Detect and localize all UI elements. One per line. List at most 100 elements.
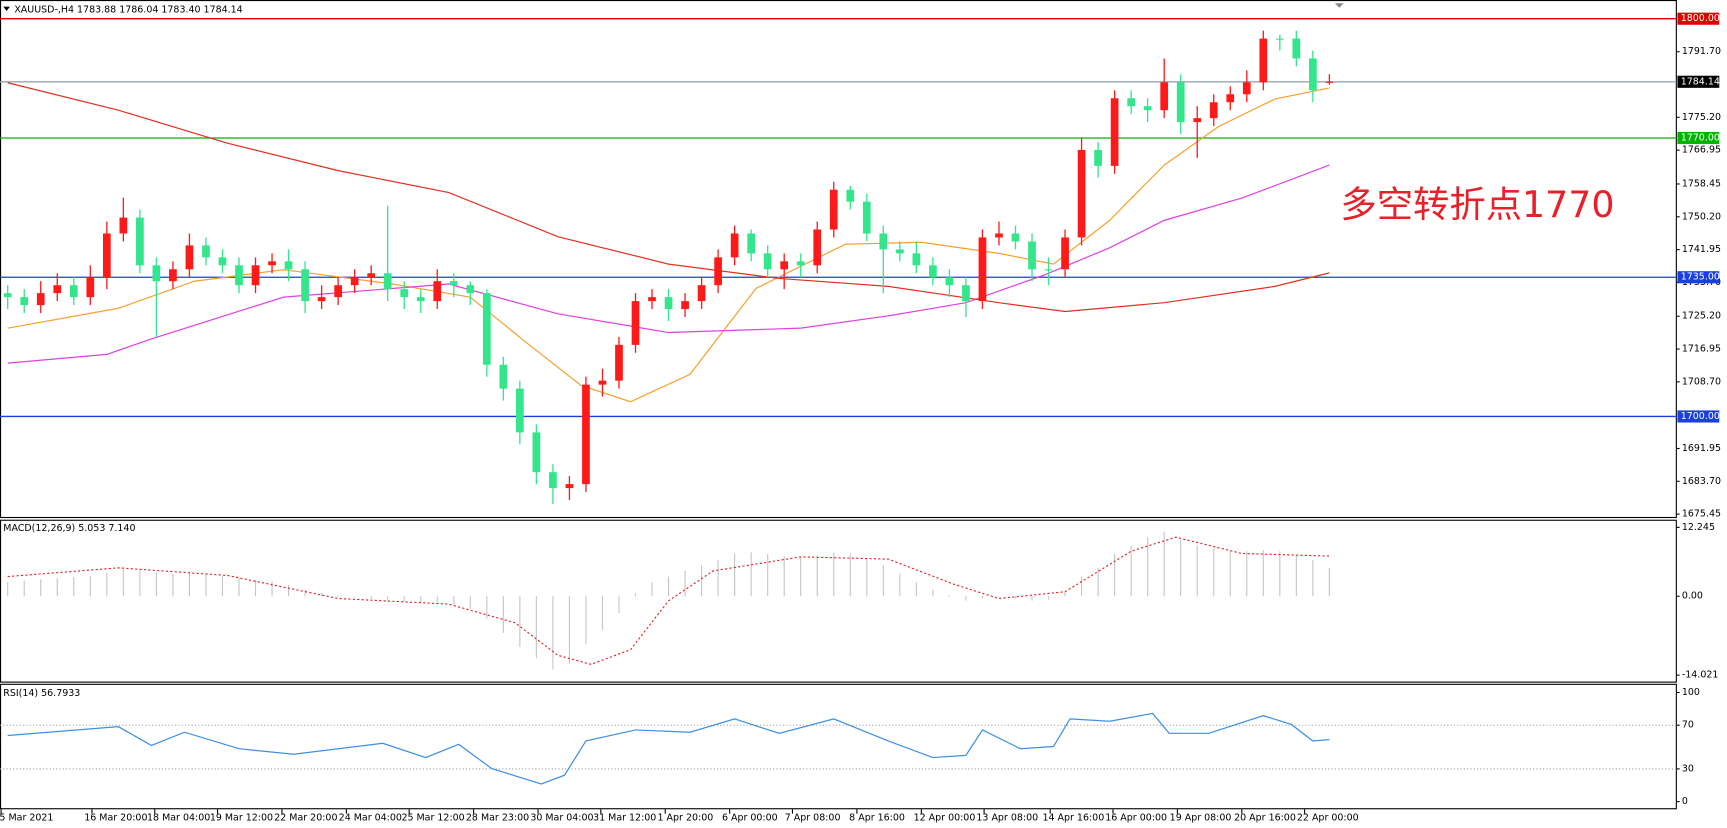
candle-body: [499, 364, 508, 389]
y-tick-label: 1683.70: [1682, 476, 1721, 487]
main-pane: [0, 0, 1677, 519]
candle-body: [400, 289, 409, 298]
candle-body: [862, 201, 871, 234]
candle-body: [895, 249, 904, 254]
y-tick-label: 1708.70: [1682, 376, 1721, 387]
candle-body: [69, 285, 78, 298]
candle-body: [1242, 82, 1251, 95]
candle-body: [416, 297, 425, 302]
candle-body: [549, 472, 557, 489]
candle-body: [648, 297, 656, 302]
annotation: 多空转折点1770: [1340, 183, 1614, 226]
rsi-pane: [0, 683, 1677, 810]
x-tick-label: 15 Mar 2021: [0, 813, 53, 824]
candle-body: [53, 285, 62, 294]
candle-body: [829, 189, 838, 230]
x-tick-label: 18 Mar 04:00: [147, 813, 210, 824]
candle-body: [1259, 38, 1268, 83]
candle-body: [978, 237, 987, 302]
candle-body: [136, 217, 144, 266]
x-tick-label: 14 Apr 16:00: [1042, 813, 1104, 824]
candle-body: [697, 285, 706, 302]
candle-body: [1226, 94, 1235, 103]
candle-body: [1160, 82, 1169, 111]
x-tick-label: 24 Mar 04:00: [339, 813, 402, 824]
candle-body: [962, 285, 970, 302]
x-tick-label: 16 Mar 20:00: [84, 813, 147, 824]
candle-body: [714, 257, 722, 286]
candle-body: [598, 380, 607, 385]
symbol-header: XAUUSD-,H4 1783.88 1786.04 1783.40 1784.…: [14, 4, 242, 15]
candle-body: [202, 245, 210, 258]
candle-body: [334, 285, 342, 298]
x-tick-label: 22 Mar 20:00: [274, 813, 337, 824]
candle-body: [1193, 118, 1202, 123]
moving-average: [7, 82, 1330, 313]
candle-body: [796, 261, 805, 266]
price-level-box: [1677, 75, 1720, 88]
price-level-box: [1677, 271, 1720, 284]
x-tick-label: 31 Mar 12:00: [593, 813, 656, 824]
candle-body: [1292, 38, 1301, 59]
candle-body: [1143, 106, 1152, 111]
macd-pane: [0, 519, 1677, 683]
candle-body: [681, 301, 689, 310]
x-tick-label: 1 Apr 20:00: [658, 813, 714, 824]
candle-body: [1044, 269, 1053, 271]
moving-average: [7, 164, 1330, 364]
y-tick-label: 1716.95: [1682, 344, 1721, 355]
macd-title: MACD(12,26,9) 5.053 7.140: [3, 523, 135, 534]
y-tick-label: 70: [1682, 720, 1694, 731]
y-tick-label: 1758.45: [1682, 178, 1721, 189]
x-tick-label: 19 Mar 12:00: [210, 813, 273, 824]
candle-body: [780, 261, 789, 270]
candle-body: [945, 277, 954, 286]
candle-body: [152, 265, 161, 282]
candle-body: [1094, 149, 1102, 166]
candle-body: [582, 384, 590, 485]
candle-body: [482, 293, 491, 365]
candle-body: [615, 344, 623, 381]
candle-body: [565, 484, 574, 489]
candle-body: [1325, 81, 1334, 83]
candle-body: [383, 273, 392, 290]
price-level-label: 1800.00: [1681, 13, 1720, 24]
y-tick-label: 1741.95: [1682, 244, 1721, 255]
candle-body: [813, 229, 822, 266]
candle-body: [516, 388, 524, 433]
x-tick-label: 22 Apr 00:00: [1297, 813, 1359, 824]
candle-body: [747, 233, 756, 254]
candle-body: [1061, 237, 1069, 270]
y-tick-label: 0.00: [1682, 591, 1703, 602]
y-tick-label: 1750.20: [1682, 211, 1721, 222]
price-level-label: 1784.14: [1681, 76, 1720, 87]
candle-body: [433, 281, 442, 302]
candle-body: [367, 273, 376, 278]
candle-body: [317, 297, 326, 302]
candle-body: [449, 281, 458, 286]
price-level-label: 1770.00: [1681, 133, 1720, 144]
x-tick-label: 28 Mar 23:00: [466, 813, 529, 824]
candle-body: [218, 257, 227, 266]
candle-body: [912, 253, 921, 266]
rsi-line: [7, 712, 1330, 785]
candle-body: [929, 265, 937, 278]
x-tick-label: 13 Apr 08:00: [976, 813, 1038, 824]
candle-body: [86, 277, 95, 298]
candle-body: [664, 297, 673, 310]
candle-body: [102, 233, 111, 278]
candle-body: [169, 269, 177, 282]
candle-body: [995, 233, 1003, 238]
price-level-label: 1735.00: [1681, 272, 1720, 283]
x-tick-label: 16 Apr 00:00: [1105, 813, 1167, 824]
candle-body: [1176, 82, 1185, 123]
candle-body: [631, 301, 640, 345]
candle-body: [235, 265, 243, 286]
menu-triangle[interactable]: [3, 6, 10, 12]
macd-signal: [7, 536, 1330, 665]
candle-body: [1110, 98, 1119, 166]
price-level-box: [1677, 131, 1720, 145]
